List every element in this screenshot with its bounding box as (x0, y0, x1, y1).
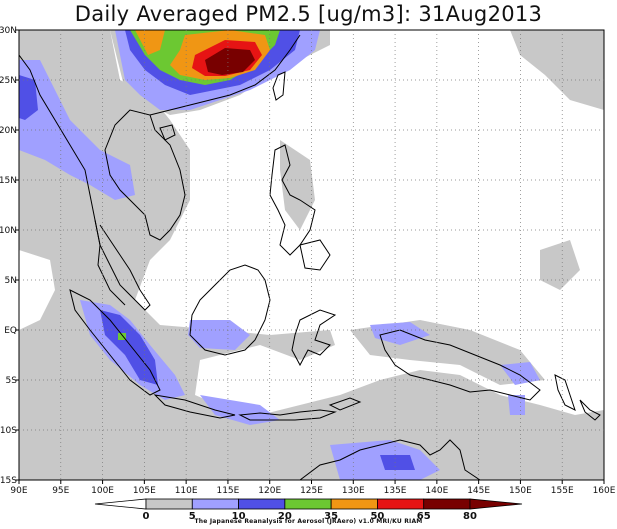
lon-tick-label: 140E (425, 486, 448, 496)
lat-tick-label: EQ (4, 326, 17, 336)
coastline-new-guinea (379, 329, 541, 401)
lat-tick-label: 20N (0, 126, 17, 136)
colorbar-label: 35 (324, 511, 338, 522)
pm25-band-20-35 (380, 455, 415, 470)
pm25-shading (19, 30, 604, 480)
lat-tick-label: 30N (0, 26, 17, 36)
colorbar: 0 5 10 20 35 50 65 80 (94, 498, 523, 522)
pm25-band-5-10 (19, 250, 55, 330)
coastline-borneo (189, 264, 271, 356)
gridlines (19, 30, 604, 480)
colorbar-segment (330, 498, 378, 510)
colorbar-label: 0 (143, 511, 150, 522)
coastline-australia (299, 439, 481, 480)
lon-tick-label: 120E (258, 486, 281, 496)
coastline-sulawesi (291, 309, 337, 367)
pm25-band-10-20 (188, 320, 250, 350)
lon-tick-label: 145E (467, 486, 490, 496)
colorbar-label: 50 (370, 511, 384, 522)
pm25-band-20-35 (100, 310, 158, 385)
colorbar-label: 5 (189, 511, 196, 522)
coastlines (19, 34, 601, 480)
lat-tick-label: 5S (6, 376, 18, 386)
colorbar-label: 65 (417, 511, 431, 522)
coastline-mainland (19, 34, 301, 306)
credit-text: The Japanese Reanalysis for Aerosol (JRA… (194, 518, 423, 525)
lon-tick-label: 130E (342, 486, 365, 496)
lon-tick-label: 100E (91, 486, 114, 496)
lat-tick-label: 10S (0, 426, 17, 436)
pm25-band-10-20 (19, 60, 135, 200)
colorbar-segment (191, 498, 239, 510)
colorbar-label: 80 (463, 511, 477, 522)
pm25-band-5-10 (540, 240, 580, 290)
pm25-band-80-plus (205, 48, 255, 75)
coastline-mindanao (299, 239, 331, 271)
coastline-islands-east (554, 374, 576, 411)
pm25-band-10-20 (370, 322, 430, 345)
coastline-java (153, 394, 236, 419)
lon-tick-label: 110E (175, 486, 198, 496)
colorbar-label: 10 (232, 511, 246, 522)
colorbar-segment (238, 498, 286, 510)
coastline-philippines (269, 144, 316, 256)
coastline-malay-peninsula (94, 219, 151, 311)
colorbar-segment (284, 498, 332, 510)
coastline-timor (328, 397, 362, 411)
pm25-band-50-65 (135, 30, 165, 55)
lon-tick-label: 95E (52, 486, 69, 496)
colorbar-segment (94, 498, 147, 510)
pm25-band-5-10 (510, 30, 604, 110)
pm25-band-10-20 (200, 395, 280, 425)
coastline-sumatra (69, 289, 161, 396)
lon-tick-label: 125E (300, 486, 323, 496)
lat-tick-label: 15S (0, 476, 17, 486)
pm25-band-5-10 (280, 140, 315, 230)
lon-tick-label: 115E (216, 486, 239, 496)
pm25-band-10-20 (500, 362, 540, 385)
colorbar-label: 20 (278, 511, 292, 522)
lon-tick-label: 155E (551, 486, 574, 496)
lat-tick-label: 10N (0, 226, 17, 236)
lat-tick-label: 25N (0, 76, 17, 86)
lon-tick-label: 135E (384, 486, 407, 496)
coastline-hainan (159, 124, 176, 141)
lon-tick-label: 90E (10, 486, 27, 496)
lon-tick-label: 105E (133, 486, 156, 496)
lon-tick-label: 160E (593, 486, 616, 496)
colorbar-segment (423, 498, 471, 510)
coastline-islands-east (579, 399, 601, 421)
colorbar-segment (377, 498, 425, 510)
coastline-lesser-sunda (238, 409, 337, 421)
colorbar-segment (145, 498, 193, 510)
pm25-band-20-35 (19, 75, 38, 120)
lat-tick-label: 15N (0, 176, 17, 186)
lon-tick-label: 150E (509, 486, 532, 496)
map-title: Daily Averaged PM2.5 [ug/m3]: 31Aug2013 (74, 2, 543, 26)
axis-ticks: 90E 95E 100E 105E 110E 115E 120E 125E 130E 135E 14… (0, 26, 616, 496)
coastline-taiwan (272, 71, 286, 101)
colorbar-segment (469, 498, 523, 510)
lat-tick-label: 5N (5, 276, 17, 286)
